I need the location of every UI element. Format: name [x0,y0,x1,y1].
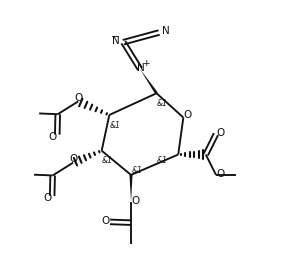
Text: O: O [48,132,57,142]
Text: −: − [111,32,120,42]
Text: O: O [217,128,225,138]
Polygon shape [140,69,158,94]
Text: N: N [137,63,145,73]
Polygon shape [129,175,133,202]
Text: &1: &1 [110,121,121,130]
Text: O: O [217,170,225,179]
Text: O: O [131,196,139,206]
Text: O: O [43,193,52,203]
Text: O: O [101,216,110,226]
Text: O: O [74,93,83,103]
Text: &1: &1 [102,156,113,165]
Text: N: N [162,26,170,36]
Text: &1: &1 [157,99,168,108]
Text: O: O [69,154,78,164]
Text: O: O [184,110,192,120]
Text: N: N [112,36,120,46]
Text: &1: &1 [156,156,167,165]
Text: +: + [142,59,149,68]
Text: &1: &1 [131,166,142,175]
